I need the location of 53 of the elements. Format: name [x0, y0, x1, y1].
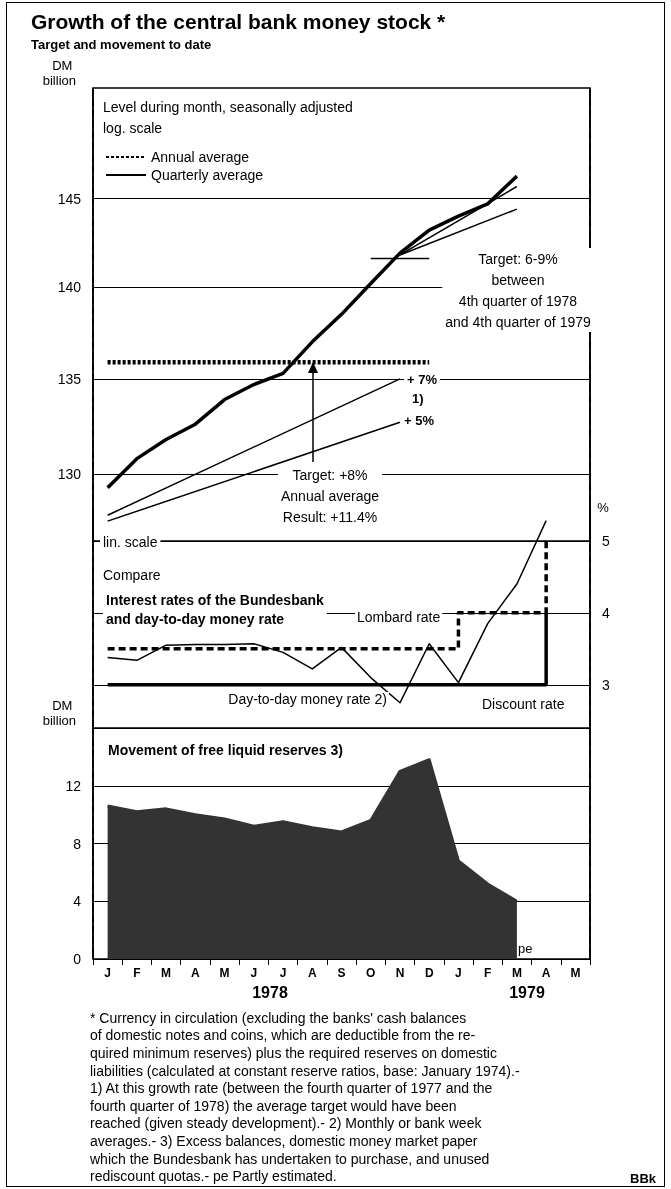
x-tick-label: A: [190, 966, 200, 980]
text: BBk: [630, 1171, 657, 1186]
x-tick-label: A: [307, 966, 317, 980]
annotation: lin. scale: [103, 534, 158, 550]
y-axis-title: DM billion: [42, 698, 76, 728]
annotation: Level during month, seasonally adjusted log. scale: [103, 98, 353, 136]
series-label: Lombard rate: [357, 609, 441, 625]
series-label: Day-to-day money rate 2): [228, 691, 387, 707]
y-tick-label: 135: [57, 370, 82, 387]
annotation: 1): [412, 391, 424, 406]
x-tick-label: J: [250, 966, 258, 980]
x-tick-label: J: [455, 966, 462, 980]
text: Movement of free liquid reserves 3): [108, 742, 343, 758]
legend-label: Quarterly average: [151, 167, 264, 183]
y-axis-title: DM billion: [42, 58, 76, 88]
text: 1979: [509, 983, 545, 1001]
annotation: Interest rates of the Bundesbank and day-to-day money rate: [106, 591, 325, 627]
x-tick-label: D: [424, 966, 434, 980]
y-tick-label: 8: [73, 835, 82, 852]
x-tick-label: A: [541, 966, 551, 980]
x-tick-label: M: [219, 966, 230, 980]
y-tick-label: 12: [65, 777, 82, 794]
y-tick-label: 0: [73, 951, 82, 967]
y-tick-label: 4: [73, 893, 82, 910]
annotation: Compare: [103, 567, 161, 583]
chart-title: Growth of the central bank money stock *: [31, 10, 447, 33]
text: 1978: [252, 983, 288, 1001]
x-tick-label: M: [511, 966, 522, 980]
annotation: + 5%: [404, 413, 435, 428]
x-tick-label: M: [161, 966, 172, 980]
chart-subtitle: Target and movement to date: [31, 37, 212, 52]
y-tick-label: 145: [57, 190, 82, 207]
annotation: + 7%: [407, 372, 438, 387]
y-tick-label: 5: [602, 532, 610, 549]
x-tick-label: J: [279, 966, 287, 980]
series-label: Discount rate: [482, 696, 565, 712]
annotation: Target: +8% Annual average Result: +11.4%: [280, 466, 380, 525]
x-tick-label: F: [484, 966, 492, 980]
annotation: pe: [518, 941, 533, 956]
x-tick-label: F: [133, 966, 141, 980]
text: * Currency in circulation (excluding the banks' cash balances of domestic notes and coins, which are deductible from the re- quired minimum reserves) plus the required reserves on domestic liabilities (calculated at constant reserve ratios, base: January 1974).- 1) At this growth rate (between the fourth quarter of 1977 and the fourth quarter of 1978) the average target would have been reached (given steady development).- 2) Monthly or bank week averages.- 3) Excess balances, domestic money market paper which the Bundesbank has undertaken to purchase, and unused rediscount quotas.- pe Partly estimated.: [90, 1009, 520, 1185]
y-tick-label: 4: [602, 604, 610, 621]
x-tick-label: N: [395, 966, 405, 980]
y-axis-title: %: [597, 500, 610, 515]
annotation: Target: 6-9% between 4th quarter of 1978 and 4th quarter of 1979: [445, 250, 591, 330]
y-tick-label: 140: [57, 279, 82, 296]
y-tick-label: 3: [602, 676, 610, 693]
legend-label: Annual average: [151, 149, 250, 165]
x-tick-label: M: [570, 966, 581, 980]
y-tick-label: 130: [57, 466, 82, 483]
x-tick-label: J: [104, 966, 111, 980]
x-tick-label: O: [366, 966, 376, 980]
x-tick-label: S: [337, 966, 346, 980]
